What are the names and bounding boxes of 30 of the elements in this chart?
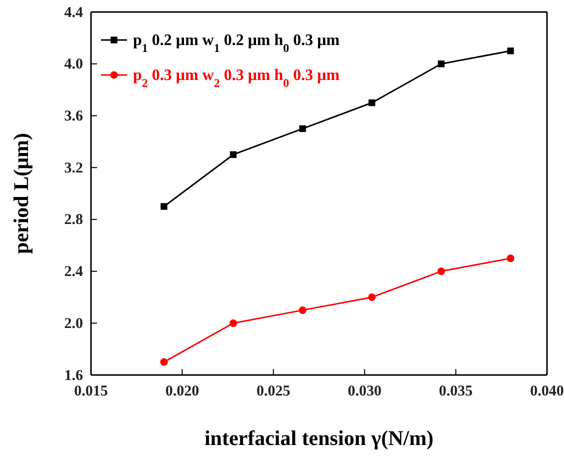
y-axis-title: period L(μm) (9, 133, 33, 254)
x-tick-label: 0.035 (438, 384, 473, 400)
legend-label: p$_{1}$ 0.2 μm w$_{1}$ 0.2 μm h$_{0}$ 0.3 μm (133, 32, 340, 55)
point (368, 99, 376, 106)
x-tick-label: 0.040 (530, 384, 564, 400)
y-tick-label: 2.0 (64, 316, 83, 332)
y-tick-label: 4.0 (64, 56, 83, 73)
point (298, 306, 306, 314)
x-tick-label: 0.025 (256, 384, 290, 400)
x-tick-label: 0.015 (74, 384, 108, 400)
point (230, 151, 237, 158)
point (438, 60, 445, 68)
x-tick-label: 0.020 (165, 384, 200, 400)
y-tick-label: 2.8 (64, 212, 83, 228)
point (229, 319, 238, 327)
legend-label: p$_{2}$ 0.3 μm w$_{2}$ 0.3 μm h$_{0}$ 0.3 μm (133, 67, 340, 90)
point (507, 48, 514, 54)
point (160, 203, 168, 210)
y-tick-label: 1.6 (64, 368, 84, 384)
point (368, 293, 376, 301)
point (506, 254, 514, 262)
point (437, 268, 445, 276)
y-tick-label: 2.4 (64, 264, 84, 280)
y-tick-label: 3.2 (64, 160, 83, 176)
x-axis-title: interfacial tension γ(N/m) (204, 426, 434, 450)
point (160, 358, 168, 366)
x-tick-label: 0.030 (348, 384, 382, 400)
y-tick-label: 3.6 (64, 108, 84, 125)
point (299, 125, 306, 132)
y-tick-label: 4.4 (64, 4, 84, 21)
